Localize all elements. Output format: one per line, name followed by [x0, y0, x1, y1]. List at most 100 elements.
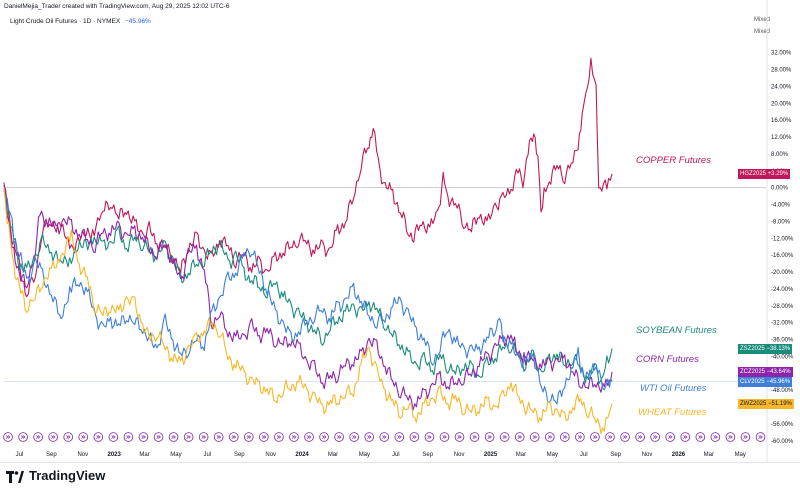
- event-marker-icon[interactable]: [725, 432, 736, 442]
- y-tick-label: -28.00%: [771, 304, 794, 310]
- event-marker-icon[interactable]: [560, 432, 570, 442]
- series-line-zsz2025[interactable]: [3, 185, 613, 385]
- event-marker-icon[interactable]: [529, 432, 540, 442]
- event-marker-icon[interactable]: [650, 432, 660, 442]
- event-marker-icon[interactable]: [590, 432, 600, 442]
- x-tick-label: Mar: [139, 452, 149, 458]
- event-marker-icon[interactable]: [454, 432, 465, 442]
- event-marker-icon[interactable]: [78, 432, 89, 442]
- tradingview-brand: TradingView: [29, 468, 106, 483]
- event-marker-icon[interactable]: [379, 432, 390, 442]
- event-marker-icon[interactable]: [544, 432, 555, 442]
- scale-mode-label-2[interactable]: Mixed: [753, 29, 770, 35]
- event-marker-icon[interactable]: [304, 432, 314, 442]
- series-label-clv2025: WTI Oil Futures: [640, 383, 707, 394]
- event-marker-icon[interactable]: [665, 432, 675, 442]
- series-line-zwz2025[interactable]: [3, 187, 613, 435]
- event-marker-icon[interactable]: [755, 432, 766, 442]
- y-tick-label: -4.00%: [771, 203, 791, 209]
- series-line-zcz2025[interactable]: [3, 182, 613, 411]
- y-tick-label: 12.00%: [771, 135, 792, 141]
- event-marker-icon[interactable]: [439, 432, 450, 442]
- event-marker-icon[interactable]: [168, 432, 179, 442]
- event-marker-icon[interactable]: [123, 432, 134, 442]
- x-tick-label: Nov: [642, 452, 653, 458]
- event-marker-icon[interactable]: [198, 432, 209, 442]
- event-marker-icon[interactable]: [394, 432, 405, 442]
- scale-mode-label[interactable]: Mixed: [753, 17, 770, 23]
- y-tick-label: -40.00%: [771, 354, 794, 360]
- event-marker-icon[interactable]: [274, 432, 284, 442]
- x-tick-label: Jul: [16, 452, 24, 458]
- y-tick-label: 20.00%: [771, 101, 792, 107]
- event-marker-icon[interactable]: [620, 432, 630, 442]
- y-tick-label: -20.00%: [771, 270, 794, 276]
- series-line-hgz2025[interactable]: [3, 57, 613, 298]
- x-tick-label: Mar: [328, 452, 338, 458]
- x-tick-label: May: [735, 452, 746, 458]
- series-line-clv2025[interactable]: [3, 189, 613, 405]
- symbol-change: −45.96%: [125, 18, 151, 25]
- event-marker-icon[interactable]: [605, 432, 615, 442]
- event-marker-icon[interactable]: [259, 432, 269, 442]
- price-tag-clv2025[interactable]: CLV2025 −45.96%: [738, 376, 793, 387]
- x-tick-label: Nov: [77, 452, 88, 458]
- event-marker-icon[interactable]: [18, 432, 28, 442]
- event-marker-icon[interactable]: [63, 432, 73, 442]
- event-marker-icon[interactable]: [319, 432, 329, 442]
- event-marker-icon[interactable]: [228, 432, 239, 442]
- x-tick-label: Mar: [516, 452, 526, 458]
- x-tick-label: Mar: [704, 452, 714, 458]
- x-tick-label: Sep: [422, 452, 433, 458]
- event-marker-icon[interactable]: [575, 432, 585, 442]
- event-marker-icon[interactable]: [349, 432, 359, 442]
- y-tick-label: 28.00%: [771, 68, 792, 74]
- event-marker-icon[interactable]: [409, 432, 420, 442]
- event-marker-icon[interactable]: [289, 432, 299, 442]
- event-marker-icon[interactable]: [213, 432, 224, 442]
- price-tag-zcz2025[interactable]: ZCZ2025 −43.64%: [738, 366, 793, 377]
- y-tick-label: -12.00%: [771, 236, 794, 242]
- series-label-zsz2025: SOYBEAN Futures: [636, 325, 717, 336]
- x-tick-label: Sep: [234, 452, 245, 458]
- x-tick-label: Sep: [610, 452, 621, 458]
- series-label-zcz2025: CORN Futures: [636, 354, 699, 365]
- event-marker-icon[interactable]: [695, 432, 706, 442]
- event-marker-icon[interactable]: [138, 432, 149, 442]
- y-tick-label: 0.00%: [771, 186, 789, 192]
- event-marker-icon[interactable]: [93, 432, 104, 442]
- event-marker-icon[interactable]: [514, 432, 525, 442]
- event-marker-icon[interactable]: [183, 432, 194, 442]
- price-tag-hgz2025[interactable]: HGZ2025 +3.29%: [738, 168, 791, 179]
- event-marker-icon[interactable]: [108, 432, 119, 442]
- author-line: DanielMejia_Trader created with TradingV…: [4, 3, 230, 10]
- price-tag-zsz2025[interactable]: ZSZ2025 −38.13%: [738, 343, 793, 354]
- x-tick-label: 2026: [672, 452, 686, 458]
- event-marker-icon[interactable]: [3, 432, 13, 442]
- x-tick-label: May: [170, 452, 181, 458]
- event-marker-icon[interactable]: [484, 432, 495, 442]
- event-marker-icon[interactable]: [499, 432, 510, 442]
- tradingview-logo[interactable]: TradingView: [6, 468, 105, 483]
- x-tick-label: May: [359, 452, 370, 458]
- x-tick-label: 2024: [295, 452, 309, 458]
- event-marker-icon[interactable]: [33, 432, 43, 442]
- event-marker-icon[interactable]: [153, 432, 164, 442]
- x-tick-label: 2023: [108, 452, 122, 458]
- event-marker-icon[interactable]: [424, 432, 435, 442]
- y-tick-label: 24.00%: [771, 84, 792, 90]
- event-marker-icon[interactable]: [469, 432, 480, 442]
- event-marker-icon[interactable]: [334, 432, 344, 442]
- event-marker-icon[interactable]: [244, 432, 254, 442]
- event-marker-icon[interactable]: [710, 432, 721, 442]
- event-marker-icon[interactable]: [48, 432, 58, 442]
- event-marker-icon[interactable]: [364, 432, 375, 442]
- symbol-name: Light Crude Oil Futures · 1D · NYMEX: [10, 18, 121, 25]
- event-marker-icon[interactable]: [680, 432, 691, 442]
- symbol-line[interactable]: Light Crude Oil Futures · 1D · NYMEX −45…: [10, 18, 151, 25]
- event-marker-icon[interactable]: [635, 432, 645, 442]
- x-tick-label: Nov: [454, 452, 465, 458]
- price-tag-zwz2025[interactable]: ZWZ2025 −51.19%: [738, 398, 794, 409]
- y-tick-label: 8.00%: [771, 152, 789, 158]
- event-marker-icon[interactable]: [740, 432, 751, 442]
